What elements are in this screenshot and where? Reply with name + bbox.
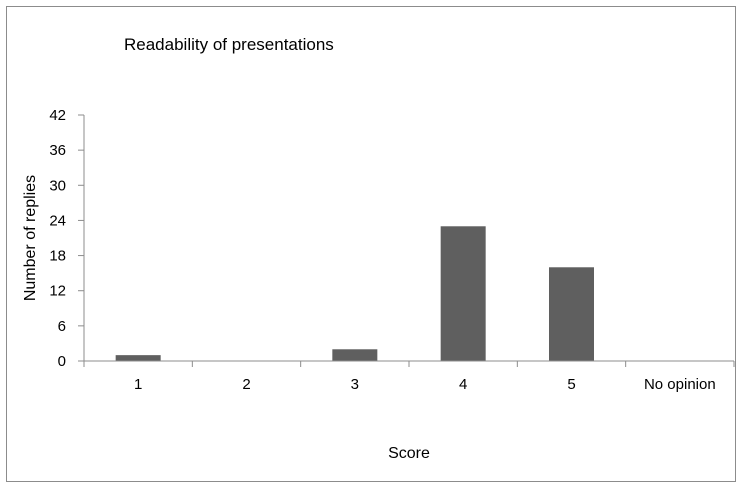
y-tick-label: 24 <box>49 212 66 229</box>
chart-title: Readability of presentations <box>124 35 334 54</box>
y-tick-label: 12 <box>49 283 66 300</box>
x-axis-ticks: 1 2 3 4 5 No opinion <box>83 361 735 393</box>
y-tick-label: 42 <box>49 107 66 124</box>
y-tick-label: 36 <box>49 142 66 159</box>
bar-1 <box>115 355 161 361</box>
bar-4 <box>440 226 486 361</box>
y-tick-label: 18 <box>49 248 66 265</box>
bars <box>115 226 594 361</box>
y-tick-label: 6 <box>58 318 66 335</box>
y-tick-label: 0 <box>58 353 66 370</box>
x-tick-label: 3 <box>351 376 359 393</box>
x-tick-label: No opinion <box>644 376 716 393</box>
y-tick-label: 30 <box>49 177 66 194</box>
x-tick-label: 5 <box>567 376 575 393</box>
x-axis-label: Score <box>388 445 430 462</box>
y-axis-label: Number of replies <box>22 175 39 301</box>
x-tick-label: 4 <box>459 376 467 393</box>
bar-5 <box>549 267 594 361</box>
x-tick-label: 2 <box>242 376 250 393</box>
x-tick-label: 1 <box>134 376 142 393</box>
chart-frame <box>6 6 736 482</box>
y-axis-ticks: 0 6 12 18 24 30 36 42 <box>49 107 84 370</box>
bar-3 <box>332 349 378 361</box>
